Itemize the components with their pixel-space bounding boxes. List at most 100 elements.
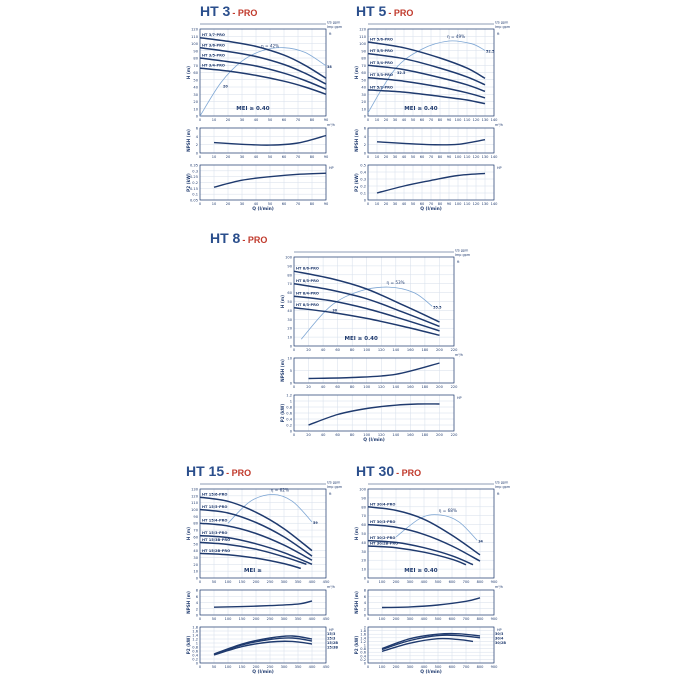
y-tick-label: 0 xyxy=(196,152,199,156)
model-name: HT 5 xyxy=(356,3,387,19)
power-curve-label: 15/3B xyxy=(327,646,338,650)
plot-frame xyxy=(367,164,495,201)
y-tick-label: 0 xyxy=(364,577,367,581)
series-label: HT 3/4-PRO xyxy=(202,64,225,68)
plot-frame xyxy=(293,394,455,432)
x-tick-label: 450 xyxy=(323,580,331,584)
head-curve xyxy=(199,496,313,552)
series-label: HT 15/6-PRO xyxy=(202,493,227,497)
y-axis-label: P2 (kW) xyxy=(280,404,285,423)
y-tick-label: 0 xyxy=(196,577,199,581)
x-tick-label: 80 xyxy=(310,118,315,122)
x-tick-label: 100 xyxy=(363,348,371,352)
y-tick-label: 0.2 xyxy=(192,658,198,662)
y-tick-label: 90 xyxy=(361,49,366,53)
x-tick-label: 700 xyxy=(463,665,471,669)
y-tick-label: 6 xyxy=(196,595,199,599)
plot-frame xyxy=(367,626,495,664)
y-tick-label: 0.25 xyxy=(190,175,198,179)
right-axis-unit: ft xyxy=(497,32,500,36)
series-label: HT 5/6-PRO xyxy=(370,38,393,42)
x-tick-label: 140 xyxy=(491,155,499,159)
y-tick-label: 60 xyxy=(287,291,292,295)
series-label: HT 5/4-PRO xyxy=(370,61,393,65)
power-curve-label: 15/2B xyxy=(327,641,338,645)
y-tick-label: 8 xyxy=(196,589,199,593)
plot-frame xyxy=(199,28,327,117)
head-curve xyxy=(199,522,313,561)
x-tick-label: 140 xyxy=(392,348,400,352)
y-tick-label: 2 xyxy=(196,607,198,611)
y-tick-label: 8 xyxy=(364,589,367,593)
secondary-axis-unit: US gpm xyxy=(495,481,509,485)
x-tick-label: 110 xyxy=(464,155,472,159)
x-tick-label: 80 xyxy=(438,202,443,206)
y-tick-label: 0 xyxy=(364,152,367,156)
head-curve xyxy=(199,552,302,570)
x-tick-label: 40 xyxy=(254,155,259,159)
y-tick-label: 0.6 xyxy=(286,412,292,416)
series-label: HT 5/2-PRO xyxy=(370,85,393,89)
y-tick-label: 60 xyxy=(193,71,198,75)
secondary-axis-unit: Imp gpm xyxy=(327,25,343,29)
x-tick-label: 200 xyxy=(393,665,401,669)
x-tick-label: 20 xyxy=(226,202,231,206)
y-tick-label: 20 xyxy=(287,327,292,331)
x-tick-label: 60 xyxy=(335,433,340,437)
x-tick-label: 50 xyxy=(212,665,217,669)
y-tick-label: 40 xyxy=(361,86,366,90)
x-tick-label: 400 xyxy=(309,617,317,621)
y-tick-label: 0.8 xyxy=(286,406,292,410)
y-tick-label: 70 xyxy=(361,64,366,68)
npsh-curve xyxy=(213,134,327,146)
right-axis-unit: HP xyxy=(329,628,334,632)
y-tick-label: 0 xyxy=(290,345,293,349)
model-name: HT 3 xyxy=(200,3,231,19)
secondary-axis-unit: m³/h xyxy=(327,123,335,127)
y-tick-label: 40 xyxy=(193,86,198,90)
x-tick-label: 50 xyxy=(268,202,273,206)
x-tick-label: 100 xyxy=(225,617,233,621)
head-curve xyxy=(199,47,327,85)
x-tick-label: 10 xyxy=(212,202,217,206)
x-tick-label: 100 xyxy=(379,665,387,669)
y-tick-label: 1.6 xyxy=(192,630,198,634)
series-label: HT 8/4-PRO xyxy=(296,292,319,296)
head-curve xyxy=(293,270,440,323)
x-tick-label: 150 xyxy=(239,617,247,621)
x-tick-label: 300 xyxy=(407,665,415,669)
x-tick-label: 200 xyxy=(253,617,261,621)
x-tick-label: 200 xyxy=(436,433,444,437)
x-tick-label: 120 xyxy=(473,118,481,122)
x-tick-label: 40 xyxy=(254,202,259,206)
secondary-axis-unit: m³/h xyxy=(495,123,503,127)
x-tick-label: 0 xyxy=(367,202,370,206)
secondary-axis-unit: Imp gpm xyxy=(495,485,511,489)
x-tick-label: 30 xyxy=(240,118,245,122)
head-curve xyxy=(367,89,486,105)
y-tick-label: 0.1 xyxy=(360,192,366,196)
y-tick-label: 2 xyxy=(364,607,366,611)
y-tick-label: 0.8 xyxy=(192,646,198,650)
x-tick-label: 130 xyxy=(482,202,490,206)
series-label: HT 15/2B-PRO xyxy=(202,549,230,553)
secondary-axis-unit: m³/h xyxy=(327,585,335,589)
y-tick-label: 20 xyxy=(193,563,198,567)
x-tick-label: 400 xyxy=(421,580,429,584)
x-tick-label: 10 xyxy=(212,118,217,122)
power-curve-label: 30/3 xyxy=(495,632,504,636)
y-tick-label: 60 xyxy=(193,535,198,539)
y-tick-label: 1.2 xyxy=(360,640,366,644)
y-tick-label: 1 xyxy=(364,644,366,648)
y-tick-label: 70 xyxy=(193,64,198,68)
series-label: HT 3/7-PRO xyxy=(202,33,225,37)
model-suffix: - PRO xyxy=(232,8,258,18)
y-axis-label: H (m) xyxy=(354,527,359,540)
y-tick-label: 120 xyxy=(191,28,199,32)
x-tick-label: 40 xyxy=(321,385,326,389)
secondary-axis-unit: US gpm xyxy=(327,481,341,485)
x-tick-label: 100 xyxy=(379,580,387,584)
